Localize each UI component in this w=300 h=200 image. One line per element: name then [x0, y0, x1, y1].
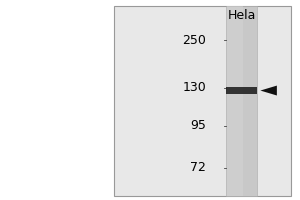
- Polygon shape: [260, 86, 277, 96]
- Bar: [226, 6, 257, 196]
- Text: 72: 72: [190, 161, 206, 174]
- Text: 250: 250: [182, 34, 206, 47]
- Text: 130: 130: [182, 81, 206, 94]
- Text: Hela: Hela: [227, 9, 256, 22]
- Bar: [226, 87, 257, 94]
- Bar: [114, 6, 291, 196]
- Bar: [227, 6, 243, 196]
- Text: 95: 95: [190, 119, 206, 132]
